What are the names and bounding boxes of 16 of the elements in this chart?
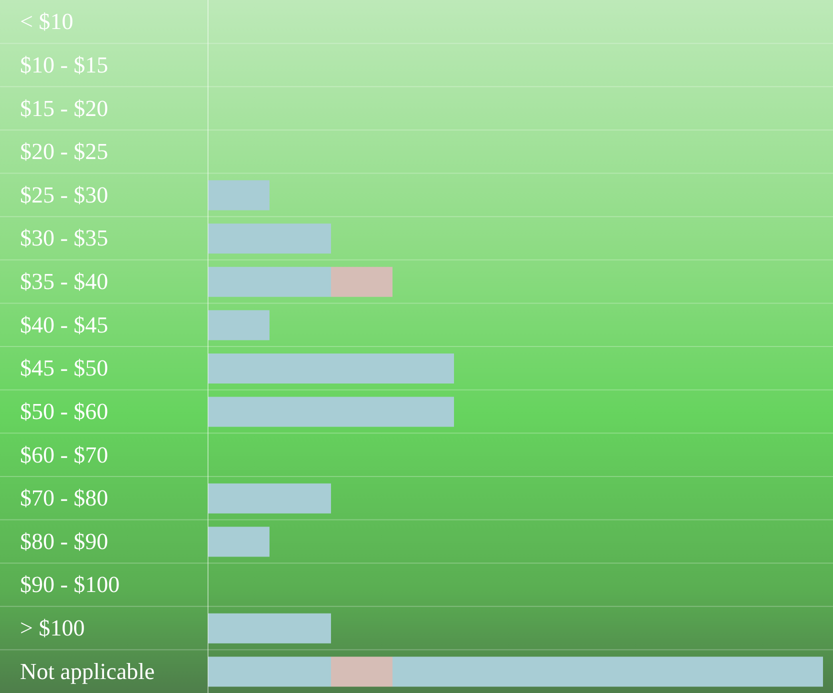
y-tick-label: $15 - $20	[20, 96, 108, 121]
y-tick-label: $35 - $40	[20, 269, 108, 294]
y-tick-label: $20 - $25	[20, 139, 108, 164]
y-tick-label: > $100	[20, 616, 85, 641]
y-tick-label: $80 - $90	[20, 528, 108, 554]
y-tick-label: $40 - $45	[20, 312, 108, 338]
y-tick-label: Not applicable	[20, 658, 155, 684]
y-tick-label: $30 - $35	[20, 226, 108, 251]
y-tick-label: $50 - $60	[20, 398, 108, 424]
y-tick-label: $10 - $15	[20, 52, 108, 78]
y-tick-label: $60 - $70	[20, 442, 108, 468]
y-tick-label: $25 - $30	[20, 182, 108, 208]
y-tick-label: $70 - $80	[20, 486, 108, 511]
y-tick-label: < $10	[20, 9, 74, 34]
y-tick-label: $90 - $100	[20, 572, 120, 598]
y-tick-label: $45 - $50	[20, 356, 108, 381]
